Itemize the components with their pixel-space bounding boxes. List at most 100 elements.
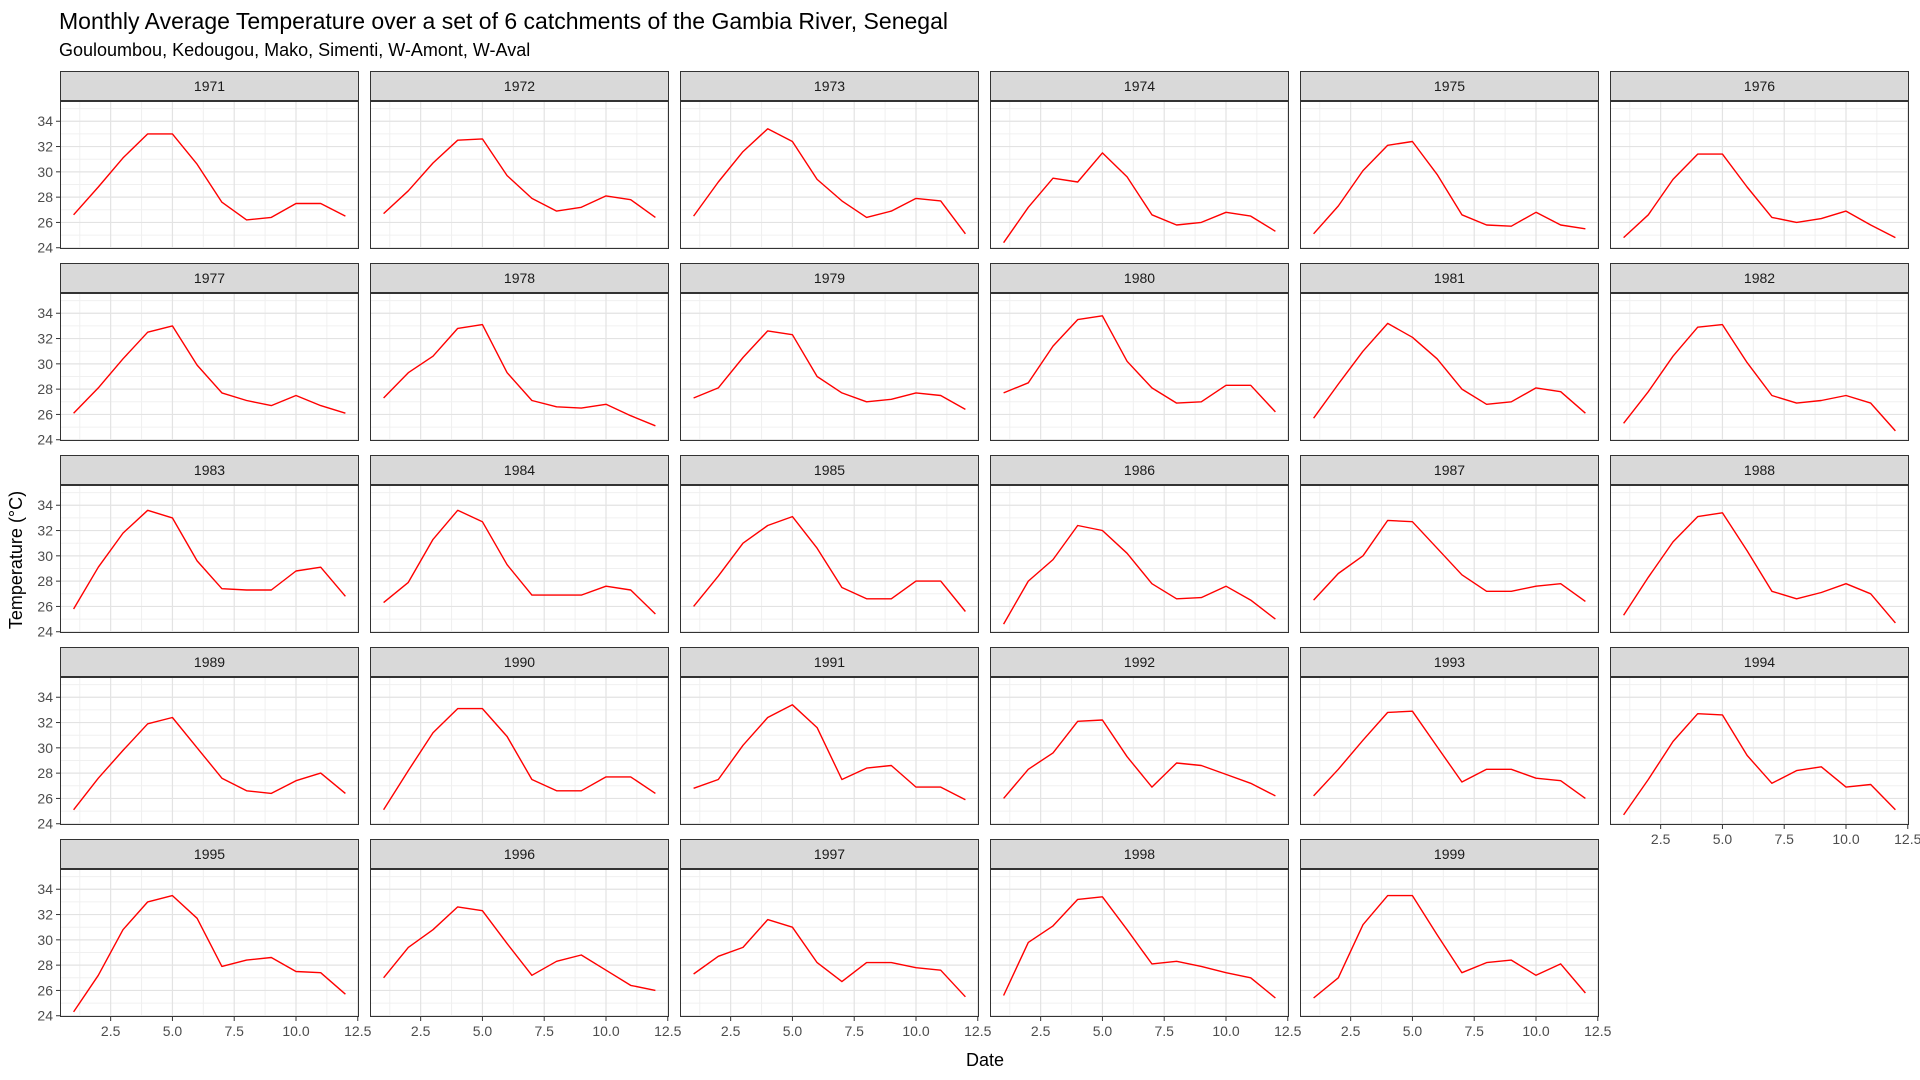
facet-strip — [370, 455, 669, 485]
facet-strip — [1300, 455, 1599, 485]
facet-strip-label: 1976 — [1744, 78, 1775, 94]
panel-background — [1300, 101, 1599, 249]
panel-border — [990, 101, 1289, 249]
panel-background — [370, 869, 669, 1017]
facet-strip — [1610, 647, 1909, 677]
series-line-1978 — [383, 323, 656, 427]
series-line-1985 — [693, 515, 966, 612]
facet-strip — [680, 263, 979, 293]
y-tick-label: 26 — [37, 982, 53, 998]
series-line-1973 — [693, 128, 966, 235]
panel-background — [1300, 869, 1599, 1017]
x-tick-label: 12.5 — [1894, 831, 1920, 847]
y-tick-label: 34 — [37, 689, 53, 705]
y-tick-label: 24 — [37, 624, 53, 640]
x-tick-label: 7.5 — [534, 1023, 554, 1039]
x-tick-label: 2.5 — [101, 1023, 121, 1039]
panel-border — [1610, 293, 1909, 441]
panel-background — [990, 677, 1289, 825]
panel-background — [60, 293, 359, 441]
panel-border — [370, 869, 669, 1017]
series-line-1995 — [73, 894, 346, 1013]
y-tick-label: 32 — [37, 523, 53, 539]
facet-strip — [990, 263, 1289, 293]
y-tick-label: 30 — [37, 164, 53, 180]
panel-border — [60, 677, 359, 825]
series-line-1977 — [73, 325, 346, 414]
panel-border — [1300, 677, 1599, 825]
panel-border — [370, 293, 669, 441]
panel-border — [680, 677, 979, 825]
x-tick-label: 2.5 — [1031, 1023, 1051, 1039]
x-tick-label: 2.5 — [1651, 831, 1671, 847]
series-line-1988 — [1623, 512, 1896, 624]
series-line-1976 — [1623, 153, 1896, 239]
series-line-1982 — [1623, 323, 1896, 432]
facet-strip — [680, 71, 979, 101]
series-line-1972 — [383, 138, 656, 218]
y-tick-label: 24 — [37, 240, 53, 256]
facet-strip-label: 1997 — [814, 846, 845, 862]
facet-strip-label: 1996 — [504, 846, 535, 862]
y-tick-label: 24 — [37, 1008, 53, 1024]
panel-border — [1610, 485, 1909, 633]
y-tick-label: 30 — [37, 740, 53, 756]
panel-border — [680, 101, 979, 249]
panel-background — [1610, 293, 1909, 441]
y-tick-label: 34 — [37, 113, 53, 129]
x-tick-label: 7.5 — [1154, 1023, 1174, 1039]
panel-background — [60, 485, 359, 633]
panel-border — [990, 485, 1289, 633]
y-axis-title: Temperature (°C) — [6, 491, 26, 629]
facet-strip-label: 1971 — [194, 78, 225, 94]
panel-background — [680, 101, 979, 249]
facet-strip-label: 1972 — [504, 78, 535, 94]
series-line-1999 — [1313, 894, 1586, 999]
facet-strip-label: 1988 — [1744, 462, 1775, 478]
series-line-1987 — [1313, 519, 1586, 602]
y-tick-label: 26 — [37, 598, 53, 614]
facet-strip-label: 1992 — [1124, 654, 1155, 670]
panel-background — [680, 293, 979, 441]
facet-strip — [370, 71, 669, 101]
facet-strip-label: 1981 — [1434, 270, 1465, 286]
x-tick-label: 5.0 — [1713, 831, 1733, 847]
y-tick-label: 32 — [37, 139, 53, 155]
panel-background — [680, 677, 979, 825]
panel-background — [990, 869, 1289, 1017]
x-tick-label: 12.5 — [1584, 1023, 1611, 1039]
y-tick-label: 24 — [37, 816, 53, 832]
x-tick-label: 5.0 — [1403, 1023, 1423, 1039]
x-tick-label: 5.0 — [163, 1023, 183, 1039]
facet-strip-label: 1998 — [1124, 846, 1155, 862]
facet-strip — [1610, 263, 1909, 293]
chart-title: Monthly Average Temperature over a set o… — [59, 8, 948, 34]
x-tick-label: 10.0 — [1522, 1023, 1549, 1039]
panel-background — [1300, 293, 1599, 441]
facet-strip-label: 1993 — [1434, 654, 1465, 670]
x-tick-label: 2.5 — [411, 1023, 431, 1039]
panel-border — [60, 485, 359, 633]
panel-background — [1300, 485, 1599, 633]
panel-border — [1300, 101, 1599, 249]
panel-background — [1300, 677, 1599, 825]
panel-border — [370, 677, 669, 825]
x-tick-label: 10.0 — [1832, 831, 1859, 847]
panel-background — [60, 101, 359, 249]
facet-strip — [1300, 263, 1599, 293]
facet-strip — [1300, 71, 1599, 101]
facet-strip-label: 1973 — [814, 78, 845, 94]
facet-strip — [60, 647, 359, 677]
facet-strip — [60, 455, 359, 485]
y-tick-label: 28 — [37, 573, 53, 589]
x-tick-label: 7.5 — [224, 1023, 244, 1039]
series-line-1991 — [693, 704, 966, 801]
facet-strip-label: 1990 — [504, 654, 535, 670]
panel-background — [1610, 101, 1909, 249]
x-tick-label: 5.0 — [783, 1023, 803, 1039]
x-tick-label: 12.5 — [1274, 1023, 1301, 1039]
panel-border — [1300, 485, 1599, 633]
facet-strip-label: 1980 — [1124, 270, 1155, 286]
panel-border — [60, 869, 359, 1017]
